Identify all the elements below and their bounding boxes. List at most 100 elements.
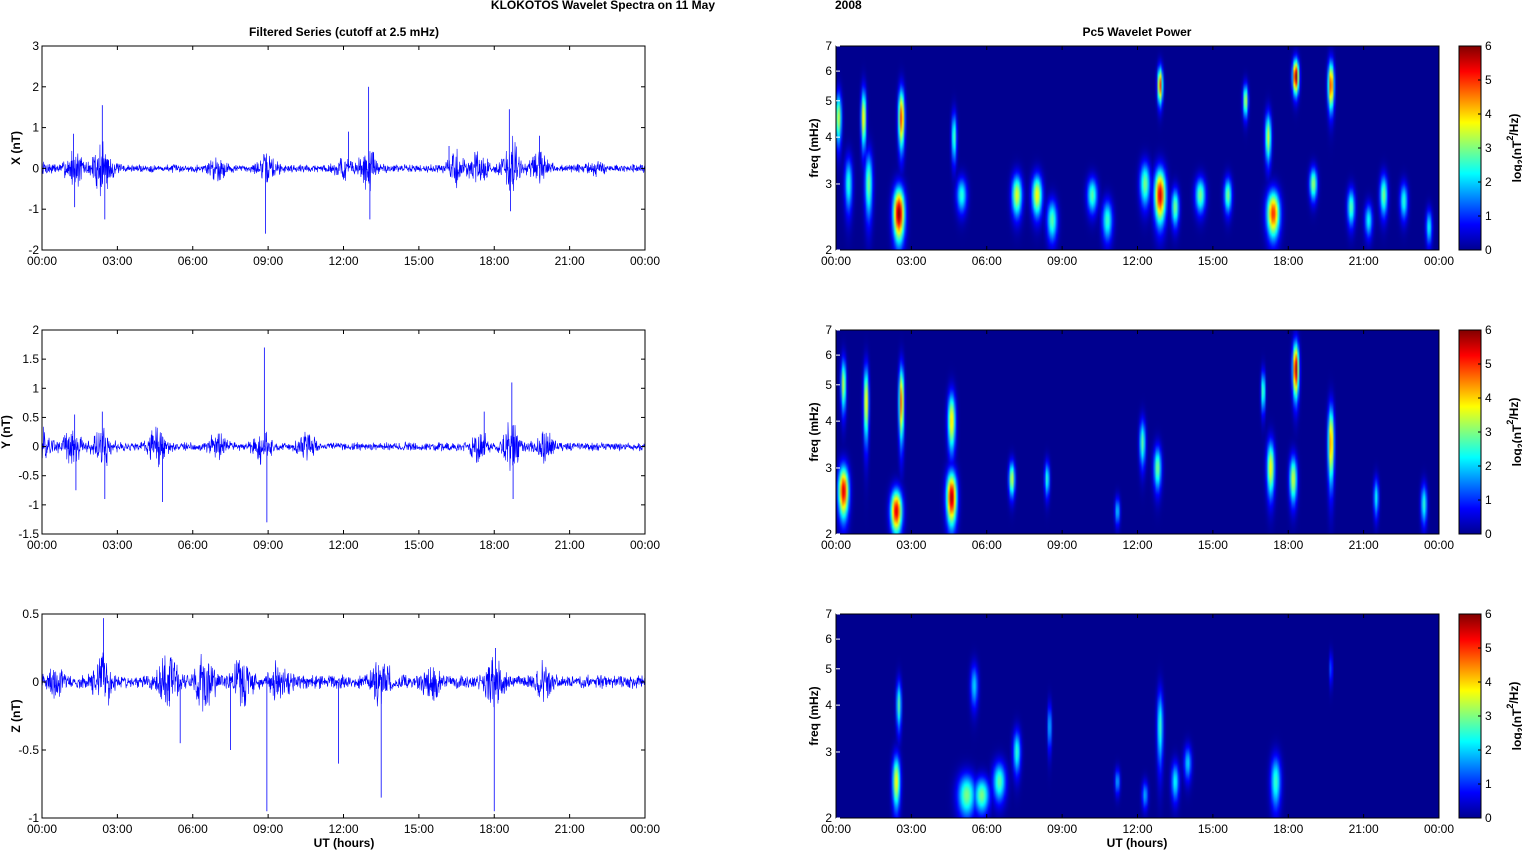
x-tick-label: 21:00 xyxy=(1349,538,1379,552)
x-tick-label: 00:00 xyxy=(630,538,660,552)
left-column-title: Filtered Series (cutoff at 2.5 mHz) xyxy=(249,25,439,39)
x-tick-label: 00:00 xyxy=(821,538,851,552)
y-tick-label: 2 xyxy=(825,527,832,541)
x-tick-label: 03:00 xyxy=(102,538,132,552)
colorbar-tick-label: 3 xyxy=(1485,425,1492,439)
colorbar-gradient xyxy=(1458,45,1482,251)
colorbar-gradient xyxy=(1458,329,1482,535)
y-tick-label: 3 xyxy=(825,461,832,475)
y-tick-label: 0 xyxy=(32,440,39,454)
y-tick-label: 5 xyxy=(825,378,832,392)
y-tick-label: 0.5 xyxy=(22,607,39,621)
wavelet-power-image xyxy=(836,614,1439,818)
trace-line xyxy=(42,422,645,471)
x-tick-label: 06:00 xyxy=(972,538,1002,552)
colorbar-label-part: /Hz) xyxy=(1507,398,1521,420)
colorbar-label-part: 2 xyxy=(1516,443,1522,448)
y-tick-label: -0.5 xyxy=(18,743,39,757)
colorbar-tick-label: 0 xyxy=(1485,527,1492,541)
y-axis-label: freq (mHz) xyxy=(807,402,821,461)
colorbar-label-part: /Hz) xyxy=(1507,114,1521,136)
colorbar-label-part: /Hz) xyxy=(1507,682,1521,704)
y-tick-label: 7 xyxy=(825,39,832,53)
colorbar-tick-label: 2 xyxy=(1485,175,1492,189)
colorbar-tick-label: 2 xyxy=(1485,743,1492,757)
y-tick-label: -0.5 xyxy=(18,469,39,483)
y-tick-label: -2 xyxy=(28,243,39,257)
axes-frame xyxy=(41,329,646,535)
colorbar-label: log2(nT2/Hz) xyxy=(1505,114,1522,183)
colorbar-tick-label: 4 xyxy=(1485,675,1492,689)
y-tick-label: 4 xyxy=(825,698,832,712)
y-axis-label: freq (mHz) xyxy=(807,118,821,177)
x-tick-label: 03:00 xyxy=(896,538,926,552)
colorbar-gradient xyxy=(1458,613,1482,819)
y-tick-label: 7 xyxy=(825,607,832,621)
x-tick-label: 06:00 xyxy=(972,822,1002,836)
x-tick-label: 00:00 xyxy=(27,822,57,836)
colorbar-tick-label: 1 xyxy=(1485,777,1492,791)
colorbar-label-part: log xyxy=(1510,164,1522,182)
y-tick-label: 0 xyxy=(32,675,39,689)
y-axis-label: freq (mHz) xyxy=(807,686,821,745)
x-tick-label: 12:00 xyxy=(328,822,358,836)
x-tick-label: 12:00 xyxy=(1122,254,1152,268)
x-tick-label: 00:00 xyxy=(821,254,851,268)
colorbar-label-part: (nT xyxy=(1510,708,1522,727)
colorbar-tick-label: 4 xyxy=(1485,391,1492,405)
colorbar: 0123456log2(nT2/Hz) xyxy=(1458,39,1522,257)
colorbar-tick-label: 3 xyxy=(1485,141,1492,155)
x-tick-label: 09:00 xyxy=(253,822,283,836)
right-xlabel: UT (hours) xyxy=(1107,836,1168,850)
x-tick-label: 00:00 xyxy=(1424,822,1454,836)
x-tick-label: 15:00 xyxy=(1198,822,1228,836)
y-tick-label: 4 xyxy=(825,130,832,144)
x-tick-label: 18:00 xyxy=(479,254,509,268)
x-tick-label: 15:00 xyxy=(1198,538,1228,552)
x-tick-label: 15:00 xyxy=(404,254,434,268)
y-tick-label: 1 xyxy=(32,121,39,135)
colorbar-tick-label: 3 xyxy=(1485,709,1492,723)
colorbar-label: log2(nT2/Hz) xyxy=(1505,682,1522,751)
panels: -2 -1 0 1 2 3 00:00 03:00 06:00 09:00 12:00 15:00 18… xyxy=(0,39,1522,836)
left-xlabel: UT (hours) xyxy=(314,836,375,850)
x-tick-label: 15:00 xyxy=(404,538,434,552)
x-tick-label: 00:00 xyxy=(630,822,660,836)
colorbar-tick-label: 1 xyxy=(1485,209,1492,223)
x-tick-label: 21:00 xyxy=(555,822,585,836)
x-tick-label: 21:00 xyxy=(1349,822,1379,836)
y-tick-label: 3 xyxy=(825,177,832,191)
x-tick-label: 03:00 xyxy=(102,254,132,268)
wavelet-panel-2: 2 3 4 5 6 7 00:00 03:00 06:00 09:00 12:00 15:00 18:0… xyxy=(807,323,1522,552)
y-tick-label: -1 xyxy=(28,202,39,216)
wavelet-panel-3: 2 3 4 5 6 7 00:00 03:00 06:00 09:00 12:00 15:00 18:0… xyxy=(807,607,1522,836)
x-tick-label: 09:00 xyxy=(1047,538,1077,552)
x-tick-label: 18:00 xyxy=(1273,822,1303,836)
colorbar-tick-label: 1 xyxy=(1485,493,1492,507)
x-tick-label: 03:00 xyxy=(896,254,926,268)
colorbar-tick-label: 0 xyxy=(1485,811,1492,825)
y-tick-label: 5 xyxy=(825,662,832,676)
y-tick-label: 6 xyxy=(825,64,832,78)
x-tick-label: 21:00 xyxy=(555,254,585,268)
x-tick-label: 03:00 xyxy=(896,822,926,836)
x-tick-label: 12:00 xyxy=(328,254,358,268)
figure-title: KLOKOTOS Wavelet Spectra on 11 May xyxy=(491,0,715,12)
x-tick-label: 06:00 xyxy=(178,822,208,836)
colorbar: 0123456log2(nT2/Hz) xyxy=(1458,607,1522,825)
y-tick-label: -1 xyxy=(28,498,39,512)
y-tick-label: -1 xyxy=(28,811,39,825)
y-tick-label: 0 xyxy=(32,161,39,175)
x-tick-label: 09:00 xyxy=(253,254,283,268)
colorbar-tick-label: 5 xyxy=(1485,73,1492,87)
x-tick-label: 12:00 xyxy=(1122,538,1152,552)
y-tick-label: 2 xyxy=(32,323,39,337)
x-tick-label: 21:00 xyxy=(1349,254,1379,268)
x-tick-label: 00:00 xyxy=(821,822,851,836)
timeseries-panel-z: -1 -0.5 0 0.5 00:00 03:00 06:00 09:00 12:00 15:00… xyxy=(9,607,660,836)
axes-frame xyxy=(41,45,646,251)
y-tick-label: 6 xyxy=(825,632,832,646)
colorbar-label: log2(nT2/Hz) xyxy=(1505,398,1522,467)
y-tick-label: 7 xyxy=(825,323,832,337)
